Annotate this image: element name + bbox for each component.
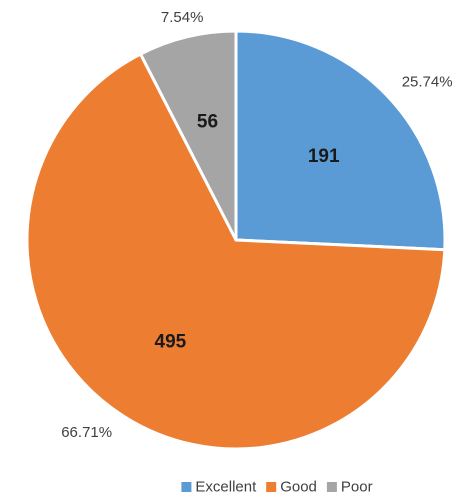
- pie-slice-good: [25, 52, 447, 451]
- data-label-good: 495: [155, 332, 187, 353]
- percent-label-good: 66.71%: [61, 424, 112, 441]
- legend-swatch-excellent: [181, 482, 192, 492]
- pie-slices: [25, 29, 447, 451]
- legend-item-good: Good: [266, 479, 317, 496]
- legend-label-poor: Poor: [341, 479, 373, 496]
- data-label-excellent: 191: [308, 146, 340, 167]
- legend-swatch-good: [266, 482, 277, 492]
- pie-labels: 191 25.74% 495 66.71% 56 7.54%: [61, 9, 452, 441]
- legend-item-excellent: Excellent: [181, 479, 257, 496]
- pie-slice-excellent: [234, 29, 447, 252]
- legend-label-excellent: Excellent: [195, 479, 257, 496]
- data-label-poor: 56: [197, 112, 218, 133]
- legend-swatch-poor: [326, 482, 337, 492]
- legend-item-poor: Poor: [326, 479, 373, 496]
- pie-slice-poor: [139, 29, 238, 242]
- legend-label-good: Good: [280, 479, 317, 496]
- percent-label-excellent: 25.74%: [402, 73, 453, 90]
- chart-legend: Excellent Good Poor: [181, 479, 373, 496]
- percent-label-poor: 7.54%: [161, 9, 204, 26]
